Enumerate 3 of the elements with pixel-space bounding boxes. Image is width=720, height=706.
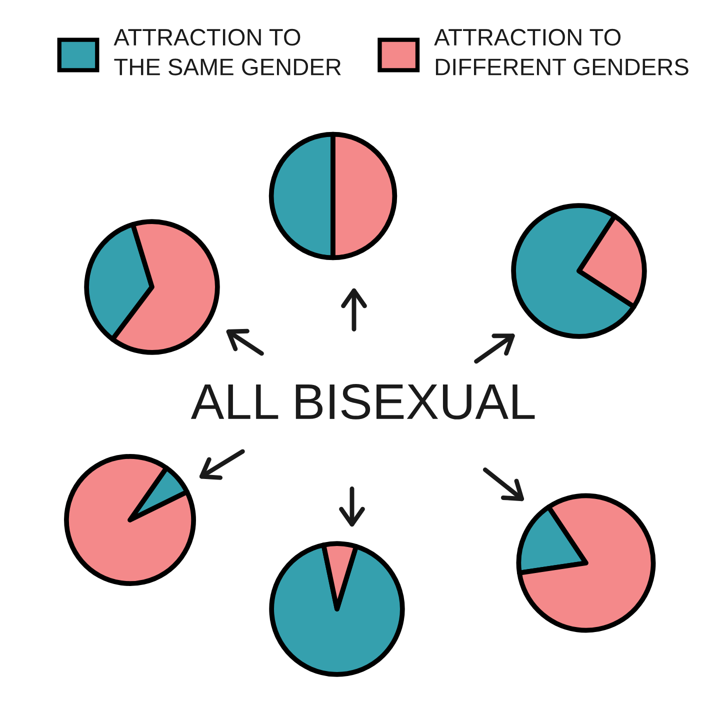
legend-label: ATTRACTION TO DIFFERENT GENDERS (434, 28, 688, 76)
legend-label: ATTRACTION TO THE SAME GENDER (114, 28, 341, 76)
text: ALL BISEXUAL (190, 384, 535, 420)
